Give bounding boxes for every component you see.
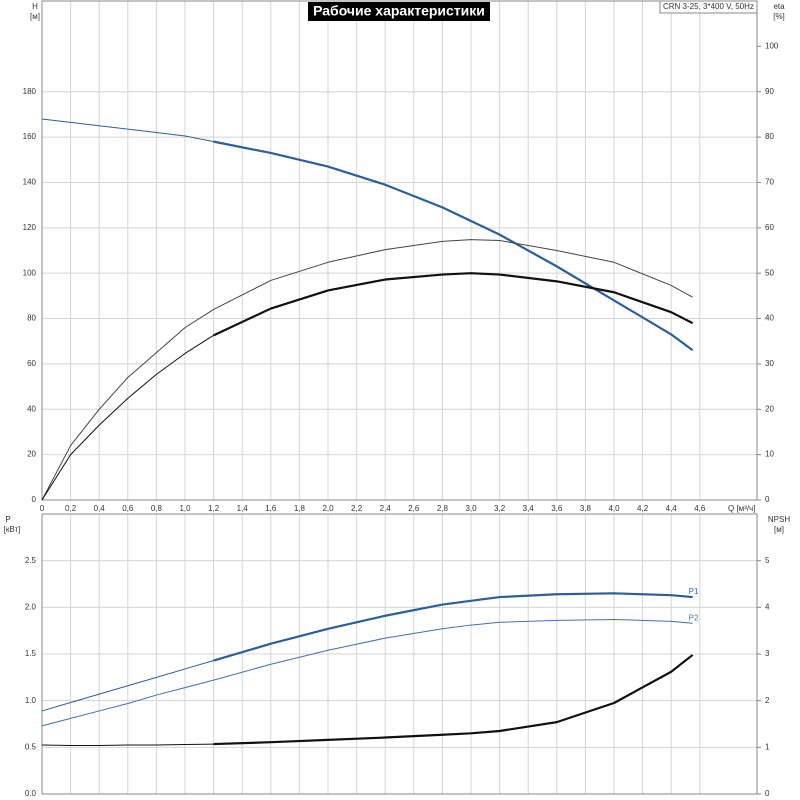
y-tick-label: 80 [27, 314, 36, 323]
series-line [41, 334, 214, 501]
x-tick-label: 1,2 [208, 504, 220, 513]
y2-axis-unit: [%] [773, 12, 785, 21]
x-tick-label: 0,8 [151, 504, 163, 513]
x-tick-label: 1,8 [294, 504, 306, 513]
y2-tick-label: 100 [765, 41, 779, 50]
y2-axis-label: NPSH [768, 515, 790, 524]
y2-tick-label: 3 [765, 649, 770, 658]
y2-tick-label: 4 [765, 602, 770, 611]
y2-tick-label: 30 [765, 359, 774, 368]
series-line [41, 743, 214, 746]
x-tick-label: 3,4 [523, 504, 535, 513]
model-label: CRN 3-25, 3*400 V, 50Hz [663, 2, 754, 11]
plot-border [41, 0, 758, 501]
x-tick-label: 2,0 [322, 504, 334, 513]
y2-tick-label: 0 [765, 495, 770, 504]
x-tick-label: 4,6 [694, 504, 706, 513]
x-tick-label: 3,6 [551, 504, 563, 513]
series-line [41, 618, 693, 727]
y-tick-label: 60 [27, 359, 36, 368]
y2-tick-label: 80 [765, 132, 774, 141]
plot-border [41, 513, 758, 795]
x-tick-label: 3,8 [580, 504, 592, 513]
title-box [308, 2, 490, 21]
y-axis-label: H [32, 2, 38, 11]
x-tick-label: 1,6 [265, 504, 277, 513]
series-label: P2 [689, 613, 699, 622]
series-line [213, 654, 694, 746]
y-tick-label: 1.5 [25, 649, 37, 658]
y-tick-label: 100 [23, 268, 37, 277]
y-tick-label: 160 [23, 132, 37, 141]
series-line [213, 272, 694, 337]
x-axis-label: Q [м³/ч] [728, 504, 755, 513]
x-tick-label: 3,0 [465, 504, 477, 513]
x-tick-label: 1,4 [237, 504, 249, 513]
y2-tick-label: 50 [765, 268, 774, 277]
y-tick-label: 0.0 [25, 789, 37, 798]
x-tick-label: 4,0 [608, 504, 620, 513]
x-tick-label: 0,4 [94, 504, 106, 513]
y-tick-label: 0.5 [25, 742, 37, 751]
y2-tick-label: 2 [765, 696, 770, 705]
series-line [213, 592, 693, 662]
y2-tick-label: 20 [765, 404, 774, 413]
y-axis-label: P [5, 515, 10, 524]
series-line [213, 140, 694, 352]
series-label: P1 [689, 587, 699, 596]
x-tick-label: 4,2 [637, 504, 649, 513]
y-tick-label: 2.0 [25, 602, 37, 611]
series-line [41, 239, 693, 501]
y2-tick-label: 5 [765, 556, 770, 565]
y2-tick-label: 70 [765, 178, 774, 187]
y-tick-label: 0 [32, 495, 37, 504]
y-tick-label: 180 [23, 87, 37, 96]
x-tick-label: 2,6 [408, 504, 420, 513]
x-tick-label: 2,8 [437, 504, 449, 513]
y-tick-label: 20 [27, 450, 36, 459]
x-tick-label: 0,2 [65, 504, 77, 513]
y-axis-unit: [кВт] [4, 525, 21, 534]
y-tick-label: 40 [27, 404, 36, 413]
x-tick-label: 3,2 [494, 504, 506, 513]
y-tick-label: 140 [23, 178, 37, 187]
x-tick-label: 4,4 [666, 504, 678, 513]
y2-axis-unit: [м] [774, 525, 784, 534]
model-box [659, 0, 758, 14]
y2-tick-label: 40 [765, 314, 774, 323]
y2-tick-label: 90 [765, 87, 774, 96]
y2-tick-label: 60 [765, 223, 774, 232]
series-line [41, 118, 214, 143]
x-tick-label: 0,6 [122, 504, 134, 513]
x-tick-label: 2,2 [351, 504, 363, 513]
chart-title: Рабочие характеристики [313, 3, 485, 19]
series-line [41, 660, 214, 712]
y2-axis-label: eta [773, 2, 785, 11]
y-tick-label: 1.0 [25, 696, 37, 705]
y-tick-label: 120 [23, 223, 37, 232]
y2-tick-label: 0 [765, 789, 770, 798]
y-axis-unit: [м] [30, 12, 40, 21]
y2-tick-label: 10 [765, 450, 774, 459]
y2-tick-label: 1 [765, 742, 770, 751]
x-tick-label: 0 [40, 504, 45, 513]
y-tick-label: 2.5 [25, 556, 37, 565]
x-tick-label: 2,4 [380, 504, 392, 513]
x-tick-label: 1,0 [179, 504, 191, 513]
